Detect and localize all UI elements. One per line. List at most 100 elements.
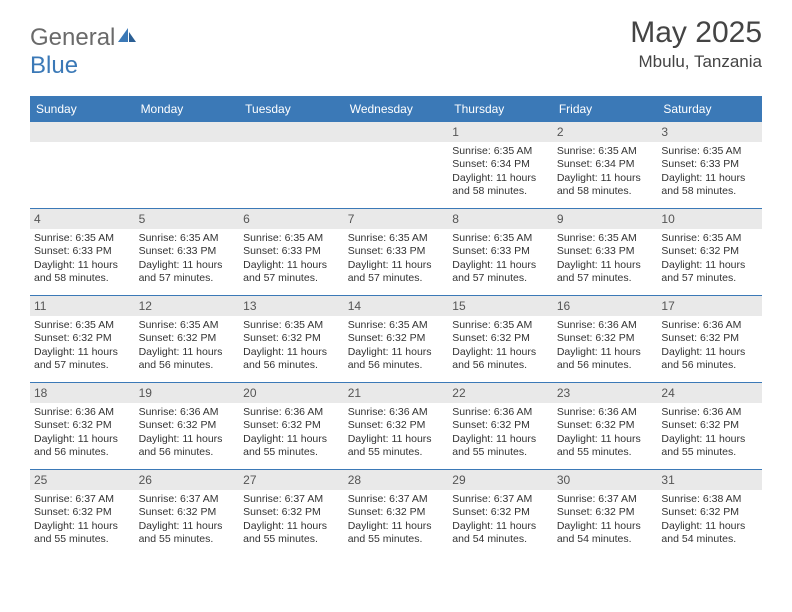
day-cell: 12Sunrise: 6:35 AMSunset: 6:32 PMDayligh… (135, 296, 240, 382)
day-cell: 1Sunrise: 6:35 AMSunset: 6:34 PMDaylight… (448, 122, 553, 208)
sunrise-text: Sunrise: 6:36 AM (452, 406, 549, 419)
weekday-header: Saturday (657, 98, 762, 121)
day-number: 4 (30, 209, 135, 229)
day-number: 1 (448, 122, 553, 142)
day-number: 25 (30, 470, 135, 490)
weekday-header: Friday (553, 98, 658, 121)
day-cell: 19Sunrise: 6:36 AMSunset: 6:32 PMDayligh… (135, 383, 240, 469)
day-number: 6 (239, 209, 344, 229)
daylight-text: Daylight: 11 hours and 56 minutes. (139, 433, 236, 460)
sunrise-text: Sunrise: 6:37 AM (452, 493, 549, 506)
day-info: Sunrise: 6:35 AMSunset: 6:32 PMDaylight:… (661, 232, 758, 286)
day-cell: 10Sunrise: 6:35 AMSunset: 6:32 PMDayligh… (657, 209, 762, 295)
day-cell: . (30, 122, 135, 208)
sunset-text: Sunset: 6:33 PM (557, 245, 654, 258)
day-cell: 20 Sunrise: 6:36 AMSunset: 6:32 PMDayligh… (239, 383, 344, 469)
day-number: 28 (344, 470, 449, 490)
daylight-text: Daylight: 11 hours and 56 minutes. (34, 433, 131, 460)
sunrise-text: Sunrise: 6:36 AM (557, 319, 654, 332)
daylight-text: Daylight: 11 hours and 57 minutes. (243, 259, 340, 286)
sunrise-text: Sunrise: 6:36 AM (661, 319, 758, 332)
day-cell: 15Sunrise: 6:35 AMSunset: 6:32 PMDayligh… (448, 296, 553, 382)
day-cell: 27Sunrise: 6:37 AMSunset: 6:32 PMDayligh… (239, 470, 344, 556)
sail-icon (117, 22, 137, 50)
sunset-text: Sunset: 6:34 PM (557, 158, 654, 171)
sunrise-text: Sunrise: 6:37 AM (139, 493, 236, 506)
daylight-text: Daylight: 11 hours and 56 minutes. (348, 346, 445, 373)
day-cell: 11Sunrise: 6:35 AMSunset: 6:32 PMDayligh… (30, 296, 135, 382)
weekday-header: Tuesday (239, 98, 344, 121)
sunrise-text: Sunrise: 6:37 AM (557, 493, 654, 506)
day-info: Sunrise: 6:36 AMSunset: 6:32 PMDaylight:… (557, 406, 654, 460)
day-number: 7 (344, 209, 449, 229)
weekday-header: Wednesday (344, 98, 449, 121)
sunrise-text: Sunrise: 6:35 AM (139, 232, 236, 245)
sunset-text: Sunset: 6:32 PM (661, 245, 758, 258)
sunrise-text: Sunrise: 6:37 AM (243, 493, 340, 506)
day-info: Sunrise: 6:37 AMSunset: 6:32 PMDaylight:… (452, 493, 549, 547)
sunrise-text: Sunrise: 6:35 AM (348, 319, 445, 332)
day-info: Sunrise: 6:36 AMSunset: 6:32 PMDaylight:… (34, 406, 131, 460)
sunset-text: Sunset: 6:32 PM (139, 419, 236, 432)
day-number: 21 (344, 383, 449, 403)
week-row: 11Sunrise: 6:35 AMSunset: 6:32 PMDayligh… (30, 295, 762, 382)
daylight-text: Daylight: 11 hours and 56 minutes. (243, 346, 340, 373)
sunrise-text: Sunrise: 6:35 AM (243, 319, 340, 332)
day-info: Sunrise: 6:36 AMSunset: 6:32 PMDaylight:… (557, 319, 654, 373)
sunrise-text: Sunrise: 6:35 AM (452, 232, 549, 245)
day-number: 16 (553, 296, 658, 316)
daylight-text: Daylight: 11 hours and 55 minutes. (243, 520, 340, 547)
day-cell: 13Sunrise: 6:35 AMSunset: 6:32 PMDayligh… (239, 296, 344, 382)
day-info: Sunrise: 6:35 AMSunset: 6:33 PMDaylight:… (661, 145, 758, 199)
day-cell: . (239, 122, 344, 208)
sunrise-text: Sunrise: 6:35 AM (34, 232, 131, 245)
day-cell: 5Sunrise: 6:35 AMSunset: 6:33 PMDaylight… (135, 209, 240, 295)
day-info: Sunrise: 6:37 AMSunset: 6:32 PMDaylight:… (557, 493, 654, 547)
sunset-text: Sunset: 6:33 PM (34, 245, 131, 258)
sunset-text: Sunset: 6:32 PM (661, 332, 758, 345)
day-info: Sunrise: 6:35 AMSunset: 6:33 PMDaylight:… (34, 232, 131, 286)
day-cell: 22 Sunrise: 6:36 AMSunset: 6:32 PMDayligh… (448, 383, 553, 469)
day-number: 24 (657, 383, 762, 403)
daylight-text: Daylight: 11 hours and 54 minutes. (557, 520, 654, 547)
sunrise-text: Sunrise: 6:36 AM (661, 406, 758, 419)
sunset-text: Sunset: 6:32 PM (139, 506, 236, 519)
day-number: 19 (135, 383, 240, 403)
day-cell: 6Sunrise: 6:35 AMSunset: 6:33 PMDaylight… (239, 209, 344, 295)
daylight-text: Daylight: 11 hours and 54 minutes. (661, 520, 758, 547)
sunrise-text: Sunrise: 6:35 AM (34, 319, 131, 332)
brand-part2: Blue (30, 52, 78, 79)
sunset-text: Sunset: 6:32 PM (348, 332, 445, 345)
day-number: . (239, 122, 344, 142)
day-number: 13 (239, 296, 344, 316)
sunset-text: Sunset: 6:32 PM (34, 332, 131, 345)
sunrise-text: Sunrise: 6:35 AM (139, 319, 236, 332)
daylight-text: Daylight: 11 hours and 57 minutes. (557, 259, 654, 286)
sunset-text: Sunset: 6:32 PM (34, 419, 131, 432)
sunset-text: Sunset: 6:32 PM (243, 419, 340, 432)
daylight-text: Daylight: 11 hours and 58 minutes. (452, 172, 549, 199)
sunset-text: Sunset: 6:32 PM (452, 419, 549, 432)
sunrise-text: Sunrise: 6:37 AM (34, 493, 131, 506)
day-info: Sunrise: 6:35 AMSunset: 6:33 PMDaylight:… (452, 232, 549, 286)
daylight-text: Daylight: 11 hours and 55 minutes. (661, 433, 758, 460)
day-info: Sunrise: 6:36 AMSunset: 6:32 PMDaylight:… (243, 406, 340, 460)
day-cell: . (135, 122, 240, 208)
day-number: 22 (448, 383, 553, 403)
sunset-text: Sunset: 6:32 PM (557, 332, 654, 345)
day-cell: 23Sunrise: 6:36 AMSunset: 6:32 PMDayligh… (553, 383, 658, 469)
day-info: Sunrise: 6:36 AMSunset: 6:32 PMDaylight:… (452, 406, 549, 460)
day-info: Sunrise: 6:35 AMSunset: 6:33 PMDaylight:… (557, 232, 654, 286)
daylight-text: Daylight: 11 hours and 58 minutes. (557, 172, 654, 199)
daylight-text: Daylight: 11 hours and 54 minutes. (452, 520, 549, 547)
daylight-text: Daylight: 11 hours and 57 minutes. (452, 259, 549, 286)
sunrise-text: Sunrise: 6:36 AM (348, 406, 445, 419)
sunrise-text: Sunrise: 6:35 AM (452, 319, 549, 332)
day-number: 17 (657, 296, 762, 316)
day-number: 20 (239, 383, 344, 403)
sunrise-text: Sunrise: 6:36 AM (34, 406, 131, 419)
day-cell: 21Sunrise: 6:36 AMSunset: 6:32 PMDayligh… (344, 383, 449, 469)
daylight-text: Daylight: 11 hours and 55 minutes. (34, 520, 131, 547)
weekday-header-row: Sunday Monday Tuesday Wednesday Thursday… (30, 98, 762, 121)
sunrise-text: Sunrise: 6:36 AM (243, 406, 340, 419)
